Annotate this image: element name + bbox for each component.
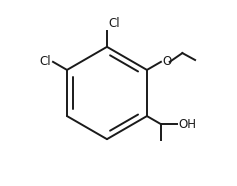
Text: Cl: Cl xyxy=(108,17,120,30)
Text: O: O xyxy=(162,55,171,68)
Text: OH: OH xyxy=(178,118,196,131)
Text: Cl: Cl xyxy=(40,55,51,68)
